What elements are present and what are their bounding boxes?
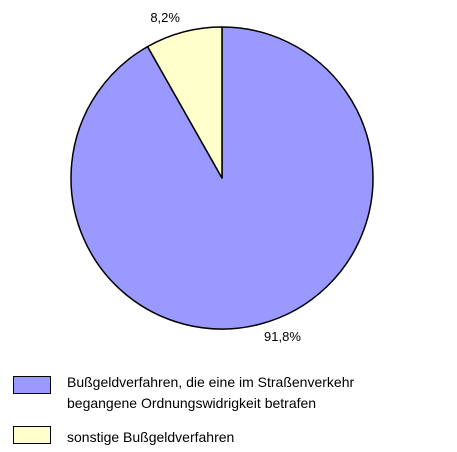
legend-swatch — [13, 376, 51, 394]
data-label: 8,2% — [150, 10, 180, 25]
pie-slice — [146, 26, 223, 179]
legend-label: Bußgeldverfahren, die eine im Straßenver… — [67, 374, 355, 411]
pie-area: 91,8% 8,2% — [70, 10, 374, 344]
data-label: 91,8% — [264, 329, 301, 344]
legend-swatch — [13, 426, 51, 444]
legend-label: sonstige Bußgeldverfahren — [67, 429, 235, 445]
